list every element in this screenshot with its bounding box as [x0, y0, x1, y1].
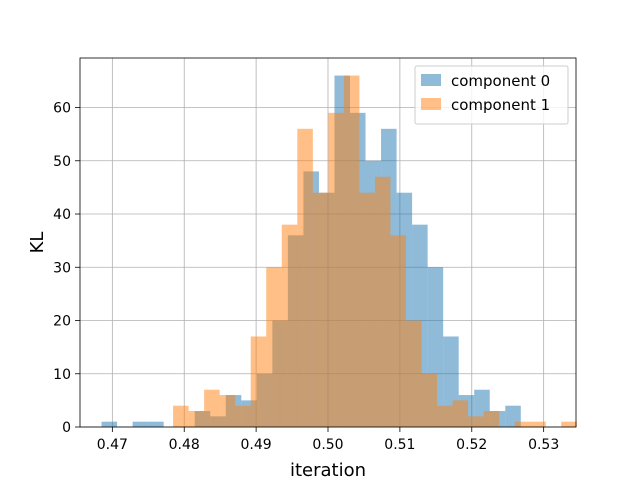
y-tick-label: 50	[53, 154, 71, 170]
histogram-bar	[359, 192, 375, 427]
series-component-1-bars	[173, 75, 577, 428]
x-tick-label: 0.47	[97, 437, 128, 453]
histogram-bar	[561, 421, 577, 427]
x-tick-label: 0.50	[312, 437, 343, 453]
y-tick-label: 20	[53, 314, 71, 330]
histogram-bar	[437, 405, 453, 427]
histogram-bar	[132, 421, 149, 427]
histogram-bar	[266, 267, 282, 427]
legend: component 0 component 1	[414, 65, 569, 125]
y-tick-label: 30	[53, 260, 71, 276]
histogram-bar	[235, 405, 251, 427]
x-tick-label: 0.51	[384, 437, 415, 453]
legend-label-component-0: component 0	[451, 72, 550, 90]
legend-swatch-component-0	[421, 74, 441, 86]
y-tick-label: 10	[53, 367, 71, 383]
y-axis-ticks: 0 10 20 30 40 50 60	[53, 101, 80, 436]
histogram-bar	[452, 400, 469, 427]
y-axis-label: KL	[27, 232, 48, 254]
x-tick-label: 0.48	[169, 437, 200, 453]
histogram-bar	[514, 421, 531, 427]
histogram-bar	[173, 405, 189, 427]
histogram-bar	[343, 75, 360, 428]
histogram-bar	[281, 224, 298, 427]
histogram-bar	[312, 192, 329, 427]
histogram-bar	[483, 411, 500, 427]
x-tick-label: 0.52	[456, 437, 487, 453]
histogram-bar	[148, 421, 164, 427]
histogram-bar	[101, 421, 118, 427]
histogram-bar	[530, 421, 546, 427]
y-tick-label: 60	[53, 101, 71, 117]
histogram-bar	[468, 416, 484, 427]
x-tick-label: 0.53	[528, 437, 559, 453]
histogram-bar	[328, 112, 344, 428]
x-tick-label: 0.49	[241, 437, 272, 453]
x-axis-label: iteration	[290, 460, 366, 480]
histogram-bar	[390, 235, 406, 427]
histogram-bar	[250, 336, 267, 427]
histogram-bar	[374, 176, 391, 427]
histogram-bar	[421, 373, 438, 427]
y-tick-label: 0	[62, 420, 71, 436]
histogram-bar	[297, 128, 313, 427]
x-axis-ticks: 0.47 0.48 0.49 0.50 0.51 0.52 0.53	[97, 427, 559, 453]
histogram-bar	[204, 389, 220, 427]
histogram-bar	[188, 411, 205, 427]
legend-swatch-component-1	[421, 98, 441, 110]
histogram-bar	[219, 395, 236, 427]
legend-label-component-1: component 1	[451, 96, 550, 114]
y-tick-label: 40	[53, 207, 71, 223]
legend-box	[414, 65, 569, 125]
histogram-bar	[405, 320, 422, 427]
